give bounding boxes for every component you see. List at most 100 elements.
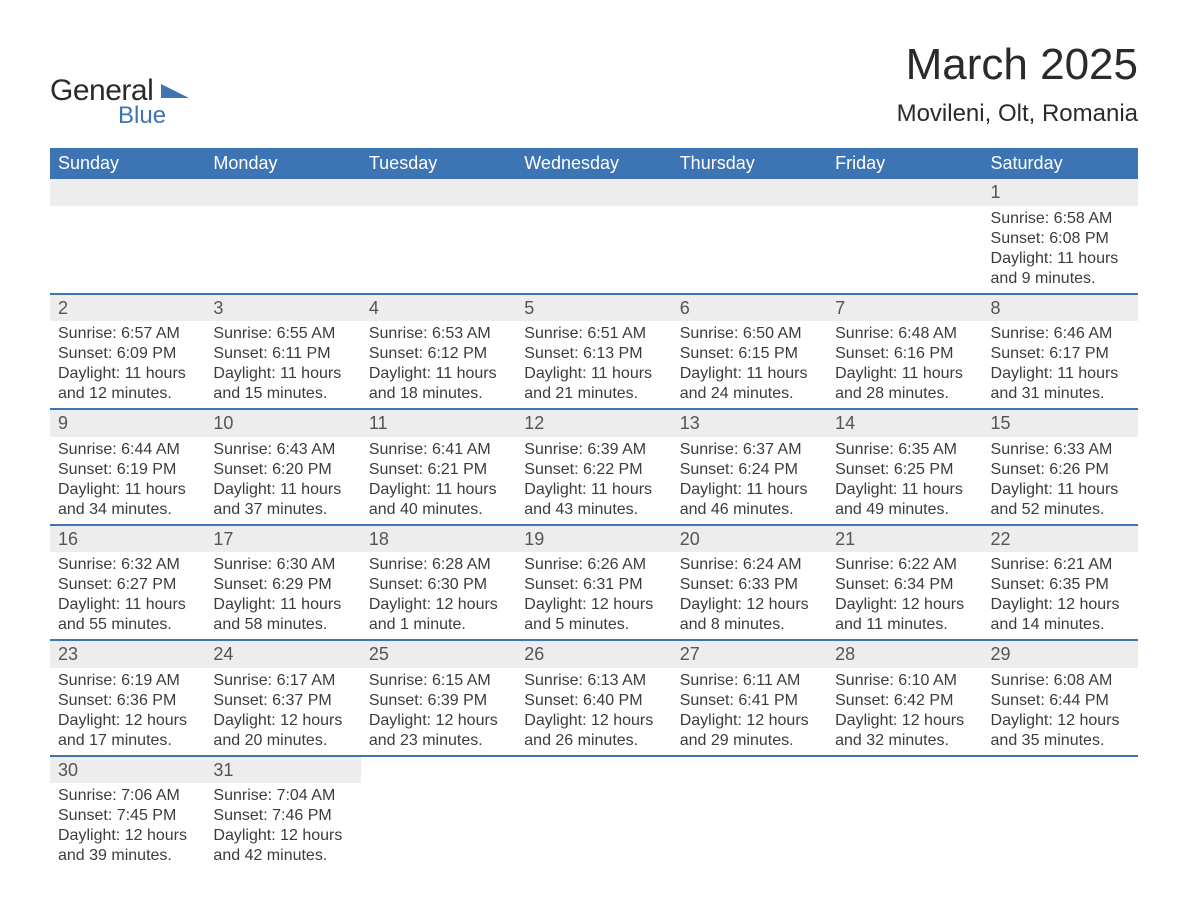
logo: General Blue — [50, 40, 189, 130]
day-data-cell: Sunrise: 6:46 AMSunset: 6:17 PMDaylight:… — [983, 321, 1138, 409]
day1-text: Daylight: 11 hours — [835, 364, 974, 384]
day-data-cell: Sunrise: 6:15 AMSunset: 6:39 PMDaylight:… — [361, 668, 516, 756]
day2-text: and 42 minutes. — [213, 846, 352, 866]
sunset-text: Sunset: 6:22 PM — [524, 460, 663, 480]
day-data-cell — [205, 206, 360, 294]
day-data-row: Sunrise: 6:58 AMSunset: 6:08 PMDaylight:… — [50, 206, 1138, 294]
day-number-row: 9101112131415 — [50, 409, 1138, 437]
day1-text: Daylight: 12 hours — [680, 595, 819, 615]
day1-text: Daylight: 12 hours — [835, 711, 974, 731]
day-data-cell: Sunrise: 6:26 AMSunset: 6:31 PMDaylight:… — [516, 552, 671, 640]
day-number-cell: 14 — [827, 409, 982, 437]
sunrise-text: Sunrise: 6:22 AM — [835, 555, 974, 575]
day1-text: Daylight: 12 hours — [213, 826, 352, 846]
sunrise-text: Sunrise: 6:39 AM — [524, 440, 663, 460]
day-number-row: 16171819202122 — [50, 525, 1138, 553]
day-data-cell: Sunrise: 6:41 AMSunset: 6:21 PMDaylight:… — [361, 437, 516, 525]
sunrise-text: Sunrise: 6:30 AM — [213, 555, 352, 575]
month-title: March 2025 — [897, 40, 1138, 90]
sunset-text: Sunset: 6:13 PM — [524, 344, 663, 364]
day-number-cell — [50, 179, 205, 206]
day-data-cell: Sunrise: 6:30 AMSunset: 6:29 PMDaylight:… — [205, 552, 360, 640]
sunrise-text: Sunrise: 6:08 AM — [991, 671, 1130, 691]
logo-text-blue: Blue — [118, 102, 166, 130]
sunset-text: Sunset: 6:36 PM — [58, 691, 197, 711]
sunrise-text: Sunrise: 6:17 AM — [213, 671, 352, 691]
weekday-header: Monday — [205, 148, 360, 179]
day-data-cell: Sunrise: 6:33 AMSunset: 6:26 PMDaylight:… — [983, 437, 1138, 525]
day-number-cell: 28 — [827, 640, 982, 668]
day-data-cell: Sunrise: 6:32 AMSunset: 6:27 PMDaylight:… — [50, 552, 205, 640]
day2-text: and 20 minutes. — [213, 731, 352, 751]
day1-text: Daylight: 12 hours — [991, 595, 1130, 615]
day-number-cell — [361, 756, 516, 784]
day-number-cell: 21 — [827, 525, 982, 553]
day-data-cell: Sunrise: 6:10 AMSunset: 6:42 PMDaylight:… — [827, 668, 982, 756]
day1-text: Daylight: 12 hours — [58, 826, 197, 846]
day-number-cell: 9 — [50, 409, 205, 437]
sunrise-text: Sunrise: 6:37 AM — [680, 440, 819, 460]
sunset-text: Sunset: 6:44 PM — [991, 691, 1130, 711]
day2-text: and 35 minutes. — [991, 731, 1130, 751]
day1-text: Daylight: 11 hours — [991, 364, 1130, 384]
day2-text: and 17 minutes. — [58, 731, 197, 751]
day2-text: and 23 minutes. — [369, 731, 508, 751]
day-number-row: 1 — [50, 179, 1138, 206]
day1-text: Daylight: 12 hours — [213, 711, 352, 731]
day-data-row: Sunrise: 6:32 AMSunset: 6:27 PM Daylight:… — [50, 552, 1138, 640]
sunrise-text: Sunrise: 6:41 AM — [369, 440, 508, 460]
day1-text: Daylight: 11 hours — [369, 364, 508, 384]
day-number-cell: 23 — [50, 640, 205, 668]
sunrise-text: Sunrise: 6:21 AM — [991, 555, 1130, 575]
sunset-text: Sunset: 6:17 PM — [991, 344, 1130, 364]
sunset-text: Sunset: 6:27 PM — [58, 575, 197, 595]
day-number-cell — [205, 179, 360, 206]
day-number-cell — [516, 179, 671, 206]
day-number-cell — [672, 179, 827, 206]
day-data-cell: Sunrise: 6:08 AMSunset: 6:44 PMDaylight:… — [983, 668, 1138, 756]
day2-text: and 1 minute. — [369, 615, 508, 635]
sunset-text: Sunset: 6:25 PM — [835, 460, 974, 480]
sunrise-text: Sunrise: 6:55 AM — [213, 324, 352, 344]
sunset-text: Sunset: 6:12 PM — [369, 344, 508, 364]
day-number-cell: 25 — [361, 640, 516, 668]
day2-text: and 8 minutes. — [680, 615, 819, 635]
day2-text: and 39 minutes. — [58, 846, 197, 866]
day2-text: and 24 minutes. — [680, 384, 819, 404]
day2-text: and 21 minutes. — [524, 384, 663, 404]
sunset-text: Sunset: 6:26 PM — [991, 460, 1130, 480]
location-text: Movileni, Olt, Romania — [897, 100, 1138, 128]
sunset-text: Sunset: 6:42 PM — [835, 691, 974, 711]
sunrise-text: Sunrise: 6:15 AM — [369, 671, 508, 691]
sunset-text: Sunset: 6:15 PM — [680, 344, 819, 364]
weekday-header: Tuesday — [361, 148, 516, 179]
day2-text: and 58 minutes. — [213, 615, 352, 635]
sunset-text: Sunset: 6:11 PM — [213, 344, 352, 364]
day-data-cell — [983, 783, 1138, 870]
day-number-cell: 4 — [361, 294, 516, 322]
sunrise-text: Sunrise: 6:32 AM — [58, 555, 197, 575]
weekday-header: Sunday — [50, 148, 205, 179]
sunset-text: Sunset: 6:39 PM — [369, 691, 508, 711]
day-number-row: 23242526272829 — [50, 640, 1138, 668]
day-number-cell: 20 — [672, 525, 827, 553]
day-number-cell: 5 — [516, 294, 671, 322]
day-number-cell: 31 — [205, 756, 360, 784]
day2-text: and 37 minutes. — [213, 500, 352, 520]
sunrise-text: Sunrise: 6:28 AM — [369, 555, 508, 575]
day1-text: Daylight: 11 hours — [524, 480, 663, 500]
day-number-cell: 12 — [516, 409, 671, 437]
sunrise-text: Sunrise: 6:51 AM — [524, 324, 663, 344]
sunrise-text: Sunrise: 6:53 AM — [369, 324, 508, 344]
weekday-header-row: Sunday Monday Tuesday Wednesday Thursday… — [50, 148, 1138, 179]
sunrise-text: Sunrise: 6:19 AM — [58, 671, 197, 691]
day1-text: Daylight: 11 hours — [991, 480, 1130, 500]
sunset-text: Sunset: 6:16 PM — [835, 344, 974, 364]
sunrise-text: Sunrise: 6:46 AM — [991, 324, 1130, 344]
day-data-cell: Sunrise: 6:39 AMSunset: 6:22 PMDaylight:… — [516, 437, 671, 525]
sunrise-text: Sunrise: 6:43 AM — [213, 440, 352, 460]
sunset-text: Sunset: 6:24 PM — [680, 460, 819, 480]
logo-shape-icon — [161, 84, 189, 98]
day1-text: Daylight: 11 hours — [213, 364, 352, 384]
day2-text: and 32 minutes. — [835, 731, 974, 751]
